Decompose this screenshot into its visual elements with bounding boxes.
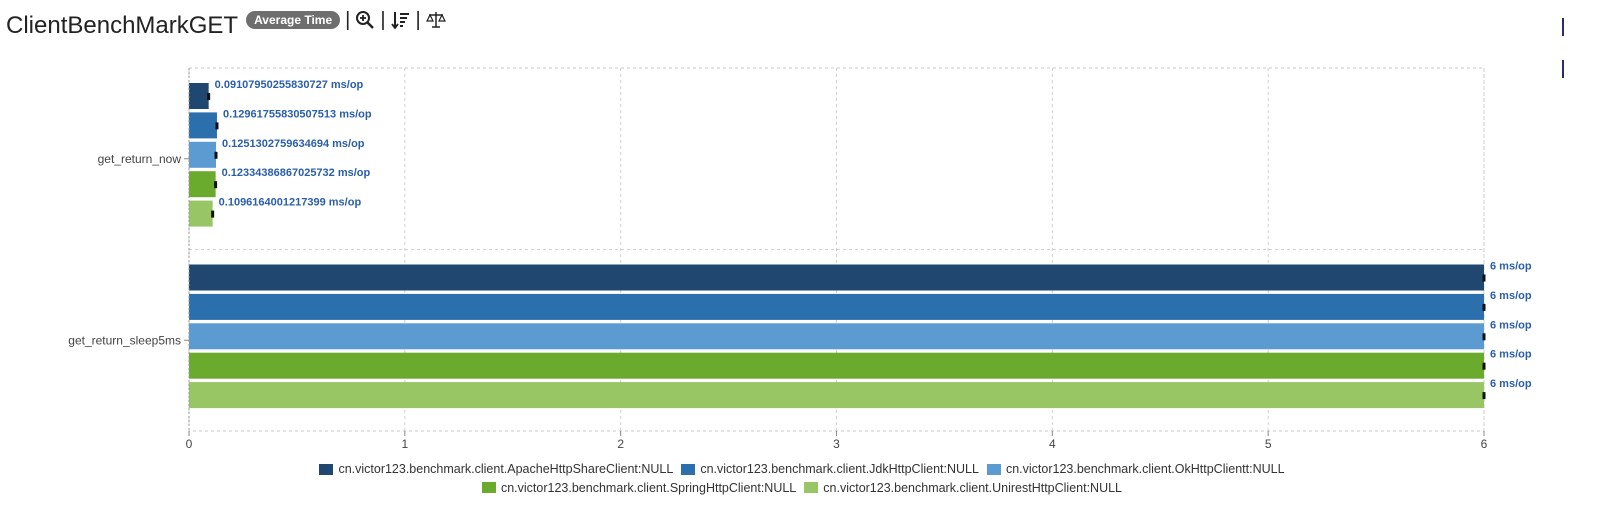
legend-swatch (481, 482, 496, 493)
data-label: 6 ms/op (1490, 349, 1532, 361)
bar (189, 264, 1484, 291)
data-label: 6 ms/op (1490, 290, 1532, 302)
error-bar (214, 181, 218, 189)
data-label: 0.1096164001217399 ms/op (219, 197, 362, 209)
error-bar (1482, 362, 1486, 370)
legend-item[interactable]: cn.victor123.benchmark.client.SpringHttp… (481, 480, 797, 495)
chart-header: ClientBenchMarkGET Average Time | | | (6, 8, 446, 42)
toolbar-separator: | (380, 8, 386, 31)
x-tick-label: 0 (186, 437, 193, 451)
bar (189, 83, 209, 109)
zoom-in-icon[interactable] (355, 10, 375, 30)
bar (189, 112, 217, 139)
data-label: 6 ms/op (1490, 378, 1532, 390)
legend-swatch (986, 463, 1001, 475)
bar (189, 200, 213, 227)
legend-label: cn.victor123.benchmark.client.UnirestHtt… (823, 480, 1123, 495)
chart-labels: 0.09107950255830727 ms/op 0.1296175583050… (215, 79, 1532, 390)
error-bar (1482, 303, 1486, 311)
x-tick-label: 4 (1049, 437, 1056, 451)
chart-axes: 0 1 2 3 4 5 6 get_return_now get_return_sleep5ms (68, 68, 1488, 451)
x-tick-label: 2 (617, 437, 624, 451)
legend-label: cn.victor123.benchmark.client.OkHttpClie… (1005, 462, 1285, 476)
data-label: 0.1251302759634694 ms/op (222, 138, 365, 150)
legend-label: cn.victor123.benchmark.client.ApacheHttp… (338, 462, 674, 476)
error-bar (1482, 333, 1486, 341)
legend-item[interactable]: cn.victor123.benchmark.client.UnirestHtt… (804, 481, 1122, 495)
legend-row: cn.victor123.benchmark.client.SpringHttp… (0, 481, 1604, 497)
edge-marker (1562, 18, 1564, 36)
data-label: 0.12961755830507513 ms/op (223, 108, 372, 120)
bar (189, 323, 1484, 350)
legend-swatch (681, 463, 696, 475)
error-bar (215, 122, 219, 130)
bar (189, 352, 1484, 379)
chart-legend: cn.victor123.benchmark.client.ApacheHttp… (0, 462, 1604, 496)
category-label: get_return_now (98, 152, 182, 166)
bar (189, 171, 216, 198)
sort-icon[interactable] (390, 10, 411, 30)
legend-swatch (804, 482, 819, 493)
x-tick-label: 5 (1265, 437, 1272, 451)
bar (189, 141, 217, 168)
x-tick-label: 3 (833, 437, 840, 451)
x-tick-label: 1 (401, 437, 408, 451)
x-tick-label: 6 (1481, 437, 1488, 451)
toolbar-separator: | (345, 8, 351, 31)
error-bar (207, 93, 211, 100)
legend-item[interactable]: cn.victor123.benchmark.client.ApacheHttp… (319, 462, 673, 476)
chart-bars (189, 83, 1486, 409)
legend-label: cn.victor123.benchmark.client.JdkHttpCli… (700, 462, 979, 476)
error-bar (211, 210, 215, 218)
data-label: 0.12334386867025732 ms/op (222, 167, 371, 179)
data-label: 6 ms/op (1490, 261, 1532, 273)
bar (189, 293, 1484, 320)
bar (189, 382, 1484, 409)
legend-swatch (319, 463, 334, 475)
edge-marker (1562, 60, 1564, 78)
page-title: ClientBenchMarkGET (6, 12, 239, 39)
data-label: 6 ms/op (1490, 319, 1532, 331)
toolbar-separator: | (415, 8, 421, 31)
error-bar (1482, 392, 1486, 400)
legend-item[interactable]: cn.victor123.benchmark.client.OkHttpClie… (986, 462, 1285, 476)
legend-row: cn.victor123.benchmark.client.ApacheHttp… (0, 462, 1604, 478)
error-bar (1482, 274, 1486, 282)
data-label: 0.09107950255830727 ms/op (215, 79, 364, 91)
legend-label: cn.victor123.benchmark.client.SpringHttp… (500, 480, 797, 495)
mode-badge[interactable]: Average Time (246, 11, 341, 29)
error-bar (214, 151, 218, 159)
compare-balance-icon[interactable] (425, 10, 446, 30)
category-label: get_return_sleep5ms (68, 333, 181, 347)
legend-item[interactable]: cn.victor123.benchmark.client.JdkHttpCli… (681, 462, 979, 476)
